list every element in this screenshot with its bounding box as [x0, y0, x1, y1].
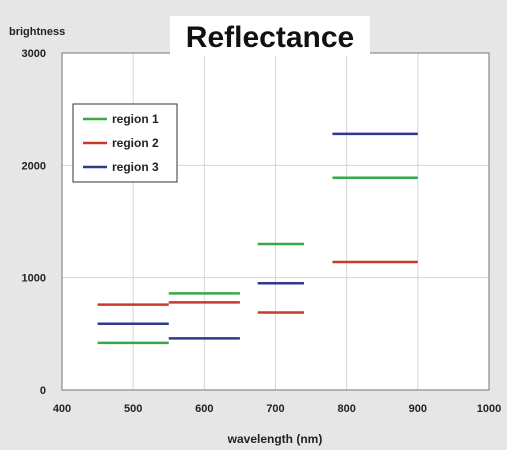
x-tick-label: 700: [266, 403, 284, 415]
y-axis-label: brightness: [9, 26, 65, 38]
y-tick-label: 2000: [22, 160, 46, 172]
x-tick-label: 600: [195, 403, 213, 415]
legend-label: region 1: [112, 112, 159, 126]
series-group: [97, 132, 418, 345]
tick-labels: 400 500 600 700 800 900 1000 0 1000 2000 3000: [22, 48, 502, 415]
x-tick-label: 500: [124, 403, 142, 415]
legend-label: region 2: [112, 136, 159, 150]
chart-title: Reflectance: [186, 21, 354, 54]
series-1: [97, 176, 418, 345]
title-background: [170, 16, 370, 56]
x-axis-label: wavelength (nm): [227, 432, 323, 446]
y-tick-label: 0: [40, 385, 46, 397]
series-2: [97, 260, 418, 314]
x-tick-label: 1000: [477, 403, 501, 415]
y-tick-label: 3000: [22, 48, 46, 60]
legend-label: region 3: [112, 160, 159, 174]
x-tick-label: 900: [409, 403, 427, 415]
x-tick-label: 400: [53, 403, 71, 415]
legend: region 1 region 2 region 3: [72, 103, 178, 183]
x-tick-label: 800: [337, 403, 355, 415]
series-3: [97, 132, 418, 340]
y-tick-label: 1000: [22, 273, 46, 285]
